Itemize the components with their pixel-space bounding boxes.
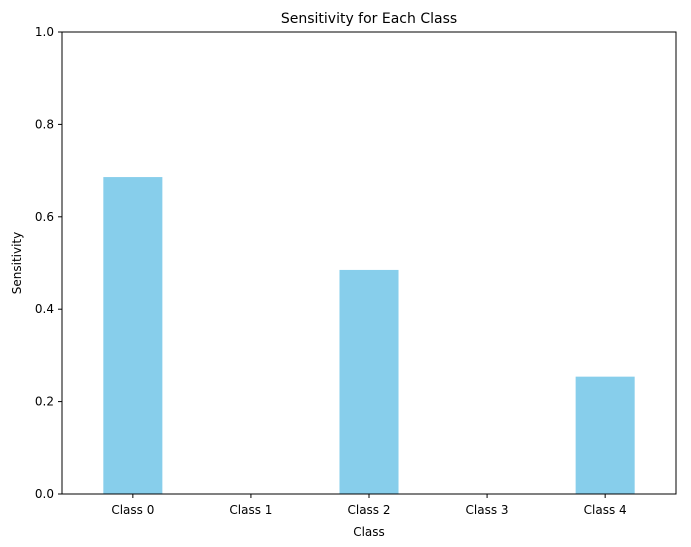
x-tick-label: Class 2 (347, 503, 390, 517)
x-tick-label: Class 3 (466, 503, 509, 517)
y-axis-ticks: 0.0 0.2 0.4 0.6 0.8 1.0 (35, 25, 62, 501)
y-tick-label: 0.8 (35, 117, 54, 131)
y-tick-label: 0.6 (35, 210, 54, 224)
y-tick-label: 0.4 (35, 302, 54, 316)
x-tick-label: Class 0 (111, 503, 154, 517)
y-tick-label: 0.0 (35, 487, 54, 501)
bar-class-4 (575, 376, 635, 494)
bar-class-0 (103, 177, 163, 494)
y-tick-label: 1.0 (35, 25, 54, 39)
bar-group (103, 177, 635, 494)
chart-title: Sensitivity for Each Class (281, 11, 457, 27)
bar-class-2 (339, 269, 399, 494)
plot-frame (61, 31, 677, 495)
x-tick-label: Class 4 (584, 503, 627, 517)
y-axis-label: Sensitivity (10, 232, 24, 294)
y-tick-label: 0.2 (35, 395, 54, 409)
x-tick-label: Class 1 (229, 503, 272, 517)
x-axis-label: Class (353, 525, 385, 539)
x-axis-ticks: Class 0 Class 1 Class 2 Class 3 Class 4 (111, 494, 627, 517)
